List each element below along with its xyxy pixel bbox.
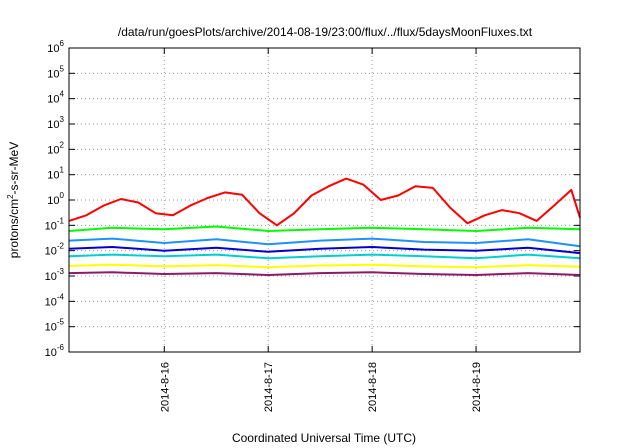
y-tick-label: 10-2 bbox=[45, 242, 65, 258]
y-tick-label: 10-4 bbox=[45, 292, 65, 308]
x-axis-label: Coordinated Universal Time (UTC) bbox=[232, 431, 416, 445]
series-line-2 bbox=[68, 225, 581, 232]
series-line-6 bbox=[68, 263, 581, 269]
y-tick-labels: 106 105 104 103 102 101 100 10-1 10-2 10-3 10-4 10-… bbox=[45, 39, 65, 359]
x-tick-label: 2014-8-18 bbox=[367, 362, 379, 412]
plot-frame bbox=[68, 47, 581, 353]
x-tick-label: 2014-8-16 bbox=[159, 362, 171, 412]
y-tick-label: 10-5 bbox=[45, 318, 65, 334]
series-line-5 bbox=[68, 253, 581, 260]
series-line-1 bbox=[68, 177, 581, 227]
y-tick-label: 102 bbox=[47, 140, 64, 156]
y-axis-label: protons/cm2-s-sr-MeV bbox=[6, 142, 21, 258]
grid bbox=[69, 47, 580, 353]
x-tick-label: 2014-8-19 bbox=[471, 362, 483, 412]
y-tick-label: 10-1 bbox=[45, 216, 65, 232]
x-tick-labels: 2014-8-16 2014-8-17 2014-8-18 2014-8-19 bbox=[159, 362, 483, 412]
y-tick-label: 106 bbox=[47, 39, 64, 55]
y-tick-label: 10-3 bbox=[45, 267, 65, 283]
y-tick-label: 10-6 bbox=[45, 343, 65, 359]
y-tick-label: 105 bbox=[47, 64, 64, 80]
y-tick-label: 103 bbox=[47, 115, 64, 131]
series-line-4 bbox=[68, 246, 581, 255]
y-tick-label: 104 bbox=[47, 90, 64, 106]
series-layer bbox=[68, 177, 581, 276]
y-tick-label: 101 bbox=[47, 166, 64, 182]
chart-title: /data/run/goesPlots/archive/2014-08-19/2… bbox=[118, 25, 533, 39]
x-tick-label: 2014-8-17 bbox=[263, 362, 275, 412]
series-line-3 bbox=[68, 237, 581, 248]
series-line-7 bbox=[68, 271, 581, 276]
y-tick-label: 100 bbox=[47, 191, 64, 207]
